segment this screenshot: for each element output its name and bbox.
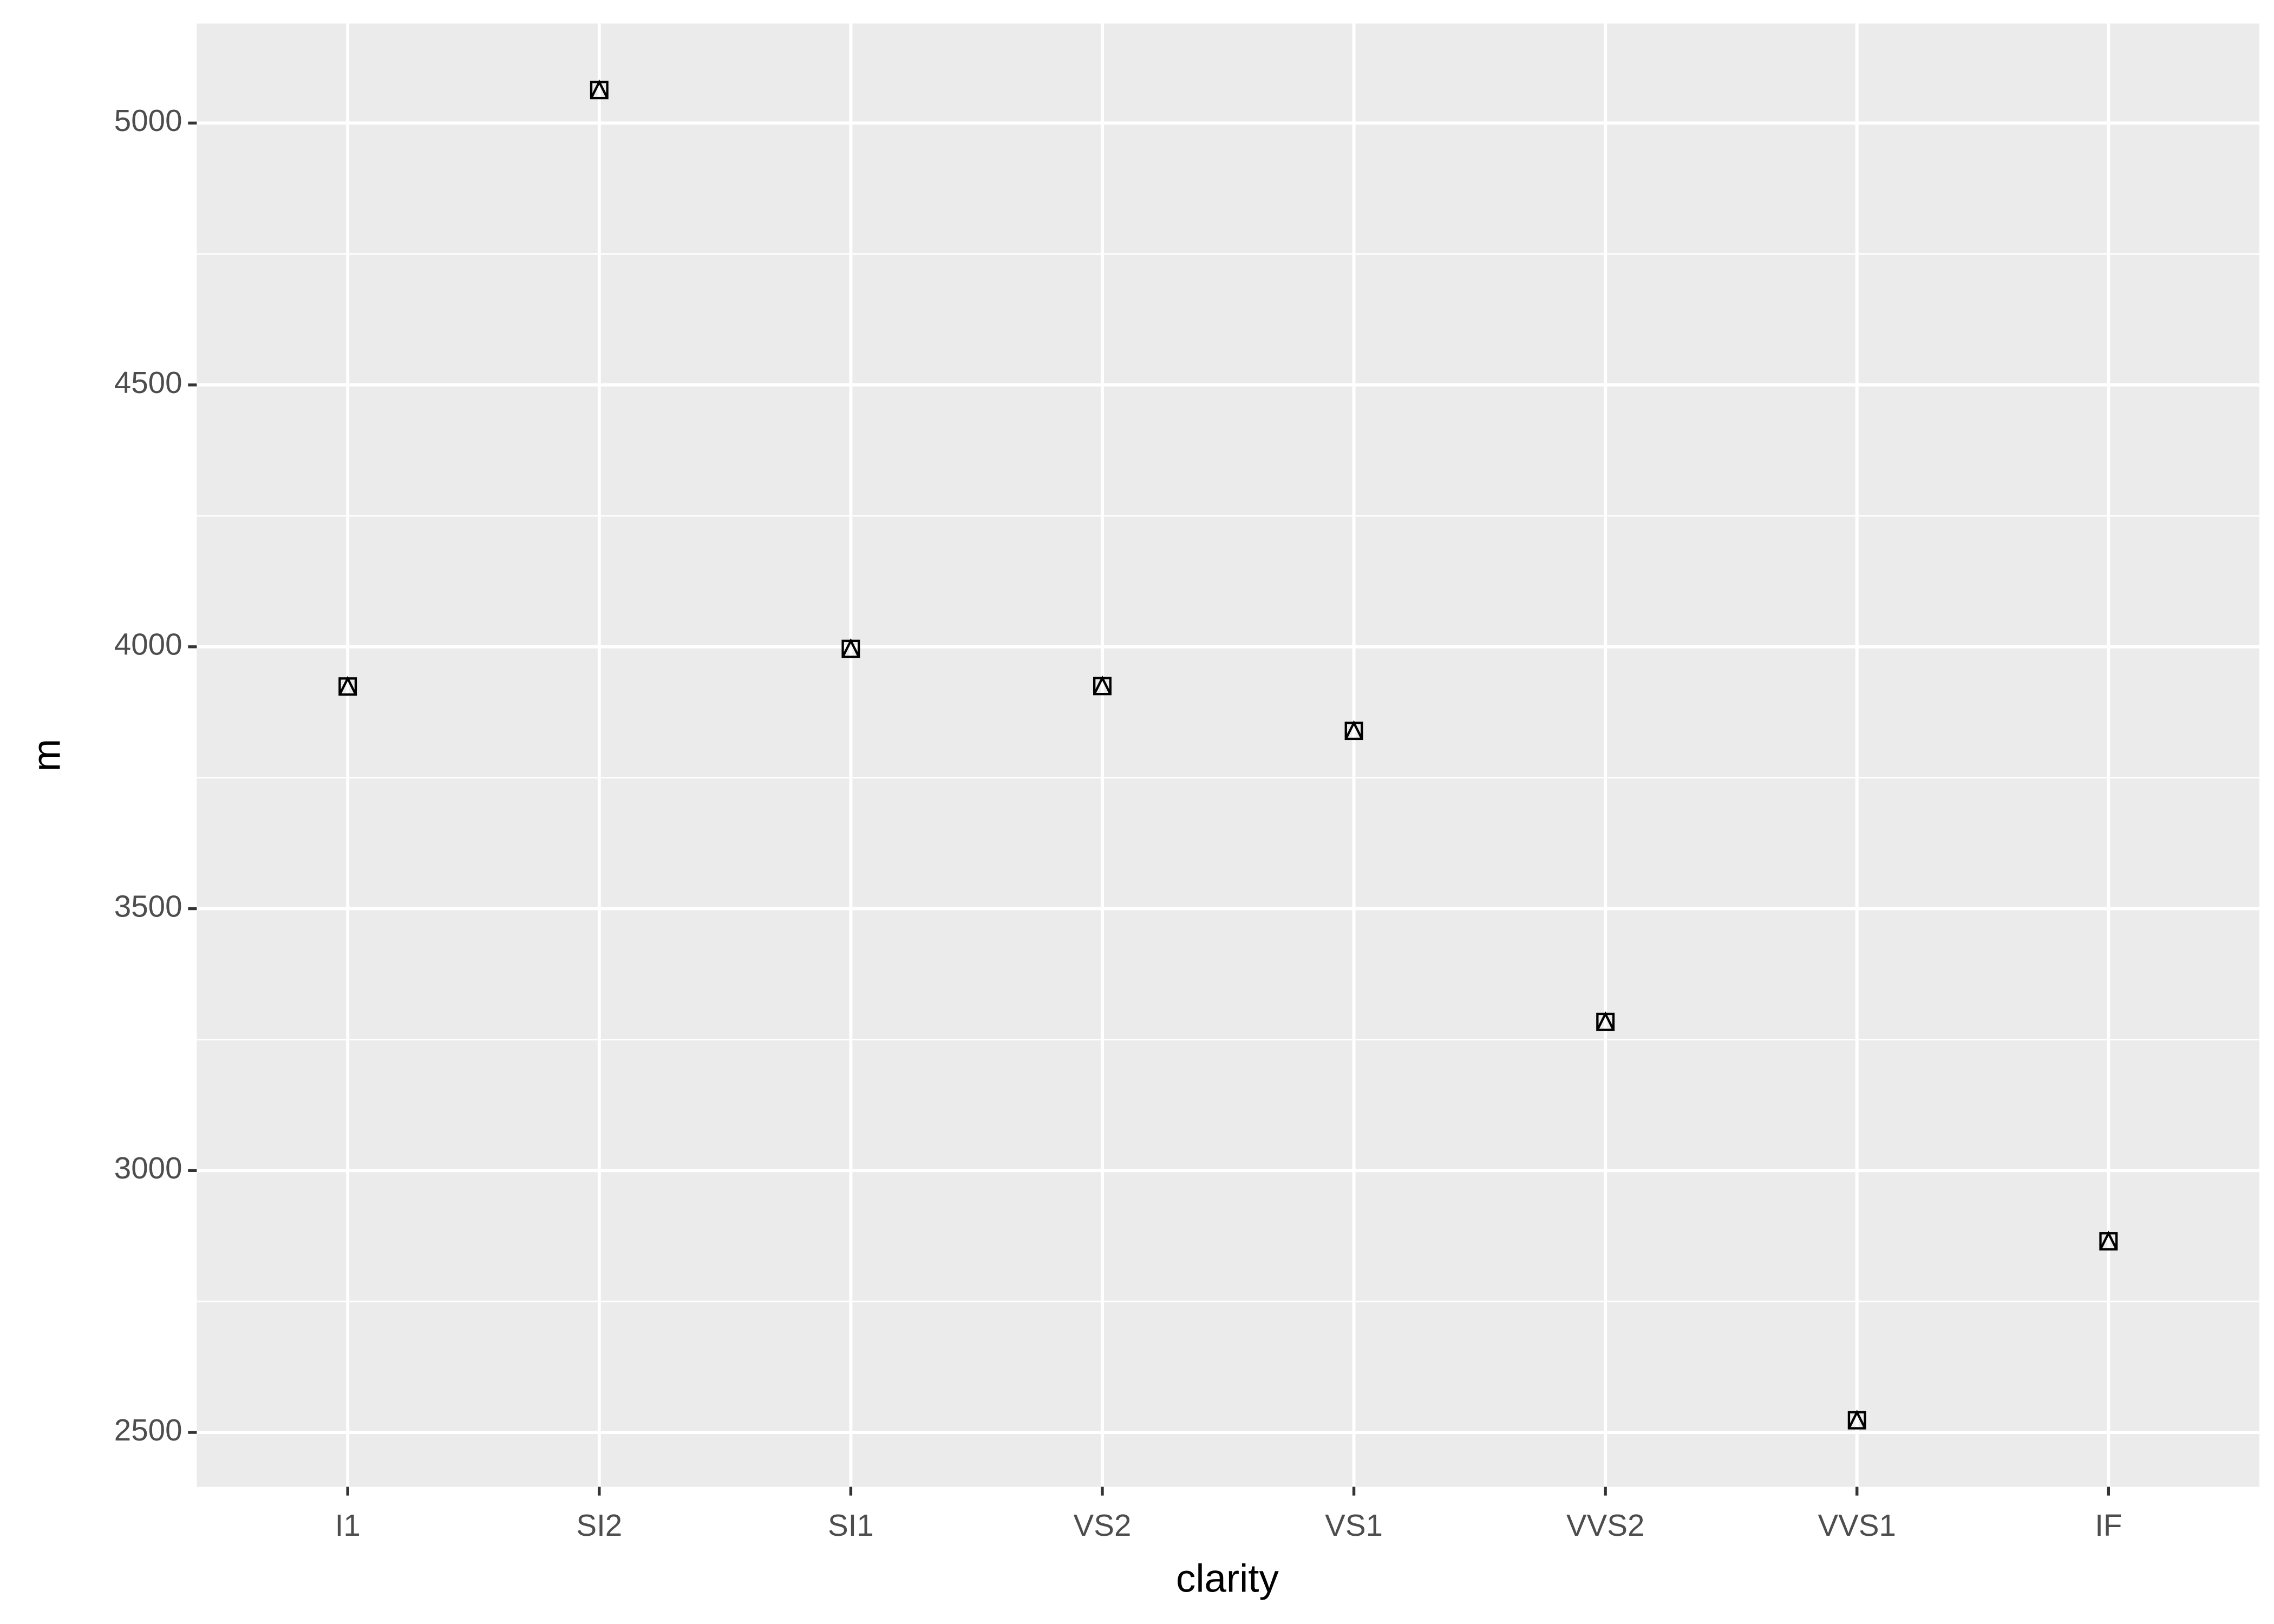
y-axis-title: m xyxy=(25,739,69,772)
point xyxy=(1596,1011,1615,1031)
x-tick-label: I1 xyxy=(335,1508,361,1542)
y-tick-label: 3000 xyxy=(114,1151,182,1185)
y-tick-label: 2500 xyxy=(114,1413,182,1447)
panel-background xyxy=(197,23,2260,1487)
point-triangle xyxy=(338,676,357,695)
point-triangle xyxy=(2099,1230,2118,1250)
grid xyxy=(197,23,2260,1487)
point xyxy=(841,638,860,658)
x-axis-title: clarity xyxy=(1176,1557,1279,1601)
point-triangle xyxy=(1093,675,1112,695)
y-tick-label: 4000 xyxy=(114,627,182,662)
x-tick-label: VS2 xyxy=(1074,1508,1132,1542)
point-triangle xyxy=(1847,1410,1866,1429)
point xyxy=(1093,675,1112,696)
point-triangle xyxy=(841,638,860,658)
point xyxy=(2099,1230,2118,1250)
point xyxy=(338,676,357,696)
point xyxy=(590,79,609,100)
point-triangle xyxy=(1344,720,1363,739)
x-tick-label: VVS1 xyxy=(1818,1508,1896,1542)
x-tick-label: SI1 xyxy=(828,1508,874,1542)
x-tick-label: VVS2 xyxy=(1566,1508,1645,1542)
x-tick-label: SI2 xyxy=(576,1508,622,1542)
x-tick-label: IF xyxy=(2095,1508,2122,1542)
x-tick-label: VS1 xyxy=(1325,1508,1383,1542)
marks xyxy=(338,79,2118,1430)
y-tick-label: 5000 xyxy=(114,103,182,137)
point-triangle xyxy=(1596,1011,1615,1031)
y-tick-label: 4500 xyxy=(114,365,182,400)
point xyxy=(1344,720,1363,741)
y-tick-label: 3500 xyxy=(114,889,182,923)
point-triangle xyxy=(590,79,609,99)
point xyxy=(1847,1410,1866,1430)
